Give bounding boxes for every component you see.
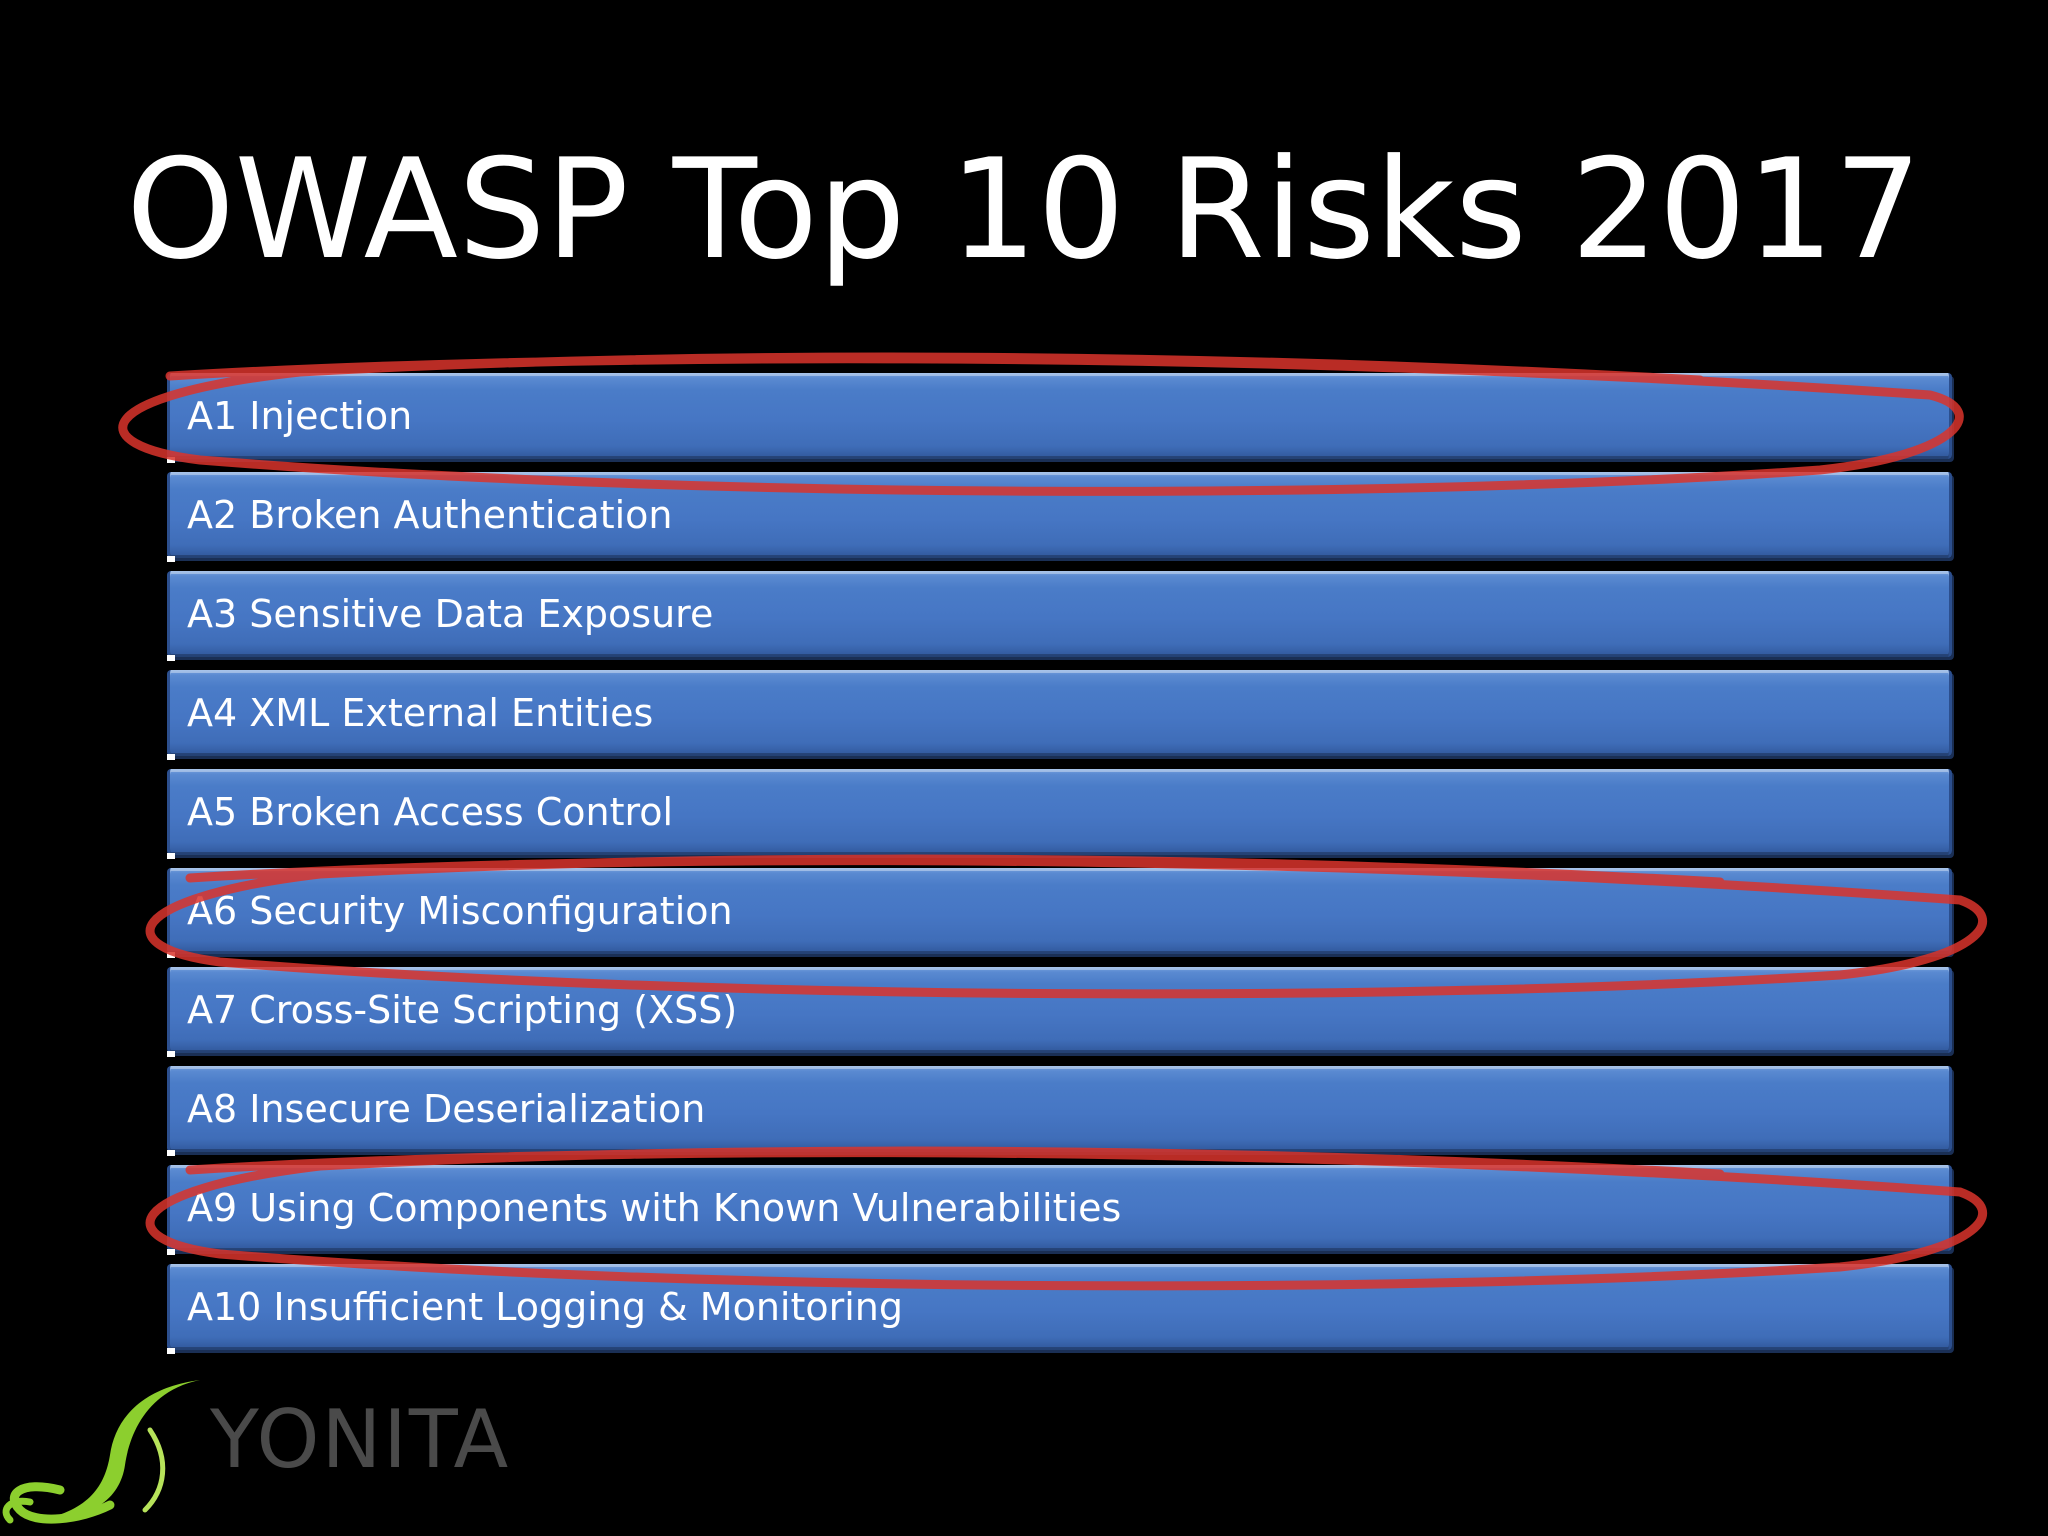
bar-corner-mark bbox=[167, 655, 175, 661]
bar-corner-mark bbox=[167, 457, 175, 463]
bar-corner-mark bbox=[167, 1051, 175, 1057]
risk-label: A7 Cross-Site Scripting (XSS) bbox=[187, 988, 738, 1032]
bar-corner-mark bbox=[167, 754, 175, 760]
risk-item-a2: A2 Broken Authentication bbox=[167, 472, 1952, 562]
logo-text: YONITA bbox=[210, 1393, 511, 1486]
yonita-logo bbox=[2, 1380, 200, 1524]
risk-item-a6: A6 Security Misconfiguration bbox=[167, 868, 1952, 958]
risk-label: A10 Insufficient Logging & Monitoring bbox=[187, 1285, 903, 1329]
bar-corner-mark bbox=[167, 1249, 175, 1255]
risk-label: A9 Using Components with Known Vulnerabi… bbox=[187, 1186, 1122, 1230]
bar-corner-mark bbox=[167, 952, 175, 958]
risk-label: A2 Broken Authentication bbox=[187, 493, 673, 537]
risk-item-a1: A1 Injection bbox=[167, 373, 1952, 463]
leaf-swirl-icon bbox=[2, 1380, 200, 1524]
risk-item-a5: A5 Broken Access Control bbox=[167, 769, 1952, 859]
risk-list: A1 Injection A2 Broken Authentication A3… bbox=[167, 373, 1952, 1363]
bar-corner-mark bbox=[167, 556, 175, 562]
risk-label: A8 Insecure Deserialization bbox=[187, 1087, 706, 1131]
risk-label: A5 Broken Access Control bbox=[187, 790, 674, 834]
risk-item-a3: A3 Sensitive Data Exposure bbox=[167, 571, 1952, 661]
risk-item-a10: A10 Insufficient Logging & Monitoring bbox=[167, 1264, 1952, 1354]
slide-title: OWASP Top 10 Risks 2017 bbox=[126, 129, 1922, 290]
risk-item-a8: A8 Insecure Deserialization bbox=[167, 1066, 1952, 1156]
risk-item-a4: A4 XML External Entities bbox=[167, 670, 1952, 760]
bar-corner-mark bbox=[167, 853, 175, 859]
risk-item-a7: A7 Cross-Site Scripting (XSS) bbox=[167, 967, 1952, 1057]
bar-corner-mark bbox=[167, 1348, 175, 1354]
bar-corner-mark bbox=[167, 1150, 175, 1156]
risk-label: A1 Injection bbox=[187, 394, 413, 438]
risk-label: A4 XML External Entities bbox=[187, 691, 654, 735]
risk-item-a9: A9 Using Components with Known Vulnerabi… bbox=[167, 1165, 1952, 1255]
risk-label: A6 Security Misconfiguration bbox=[187, 889, 733, 933]
risk-label: A3 Sensitive Data Exposure bbox=[187, 592, 714, 636]
